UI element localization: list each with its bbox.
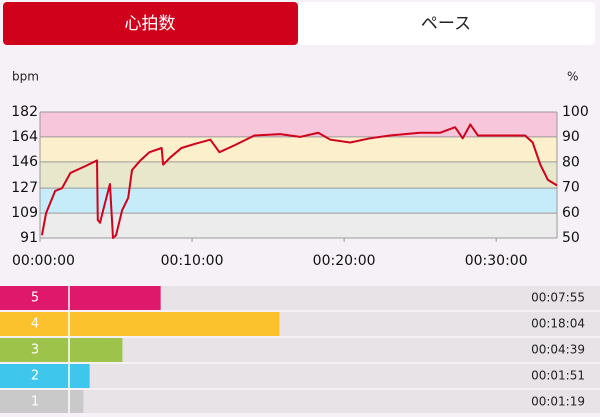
y-tick-label: 109: [11, 205, 38, 221]
zone-time: 00:18:04: [531, 317, 585, 331]
zone-name: 5: [31, 291, 39, 306]
zone-name: 1: [31, 395, 39, 410]
zone-band: [40, 188, 557, 214]
zone-bar: [0, 390, 84, 414]
y-tick-label: 91: [20, 230, 38, 246]
x-tick-label: 00:10:00: [161, 253, 224, 269]
zone-band: [40, 112, 557, 137]
heart-rate-line: [40, 123, 558, 239]
x-tick-label: 00:30:00: [465, 253, 528, 269]
y2-tick-label: 90: [562, 129, 580, 145]
y-axis-label: bpm: [12, 70, 39, 84]
y2-tick-label: 80: [562, 154, 580, 170]
zone-time: 00:01:51: [531, 369, 585, 383]
tab-label[interactable]: 心拍数: [125, 14, 176, 34]
y2-tick-label: 100: [562, 104, 589, 120]
zone-band: [40, 213, 557, 238]
tab-active[interactable]: [3, 2, 298, 45]
y2-axis-label: %: [567, 70, 578, 84]
zone-row: [0, 364, 600, 388]
zone-bar: [0, 338, 123, 362]
zone-band: [40, 136, 557, 162]
y2-tick-label: 70: [562, 180, 580, 196]
y2-tick-label: 50: [562, 230, 580, 246]
y-tick-label: 146: [11, 154, 38, 170]
tab[interactable]: [298, 2, 595, 45]
x-tick-label: 00:00:00: [12, 253, 75, 269]
zone-bar: [0, 364, 90, 388]
zone-bar: [0, 286, 161, 310]
x-tick-label: 00:20:00: [313, 253, 376, 269]
zone-band: [40, 161, 557, 189]
zone-time: 00:04:39: [531, 343, 585, 357]
y-tick-label: 164: [11, 129, 38, 145]
zone-bar: [0, 312, 280, 336]
y-tick-label: 127: [11, 180, 38, 196]
y2-tick-label: 60: [562, 205, 580, 221]
zone-row: [0, 390, 600, 414]
tab-label[interactable]: ペース: [421, 14, 471, 34]
zone-time: 00:01:19: [531, 395, 585, 409]
zone-name: 2: [31, 369, 39, 384]
zone-name: 4: [31, 317, 39, 332]
y-tick-label: 182: [11, 104, 38, 120]
zone-time: 00:07:55: [531, 291, 585, 305]
zone-name: 3: [31, 343, 39, 358]
